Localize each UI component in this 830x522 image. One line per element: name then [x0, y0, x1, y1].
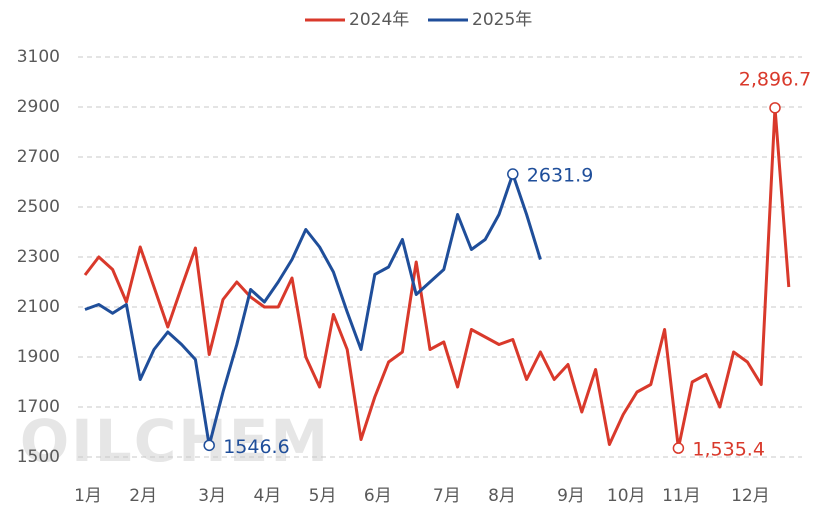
- data-label: 2631.9: [527, 165, 593, 187]
- y-tick-label: 2300: [17, 247, 60, 267]
- y-tick-label: 2500: [17, 197, 60, 217]
- x-tick-label: 7月: [433, 486, 461, 506]
- point-marker: [507, 168, 519, 180]
- point-marker: [672, 442, 685, 454]
- x-tick-label: 10月: [607, 486, 646, 506]
- data-label: 1,535.4: [692, 439, 765, 461]
- legend-label: 2025年: [472, 10, 532, 30]
- y-tick-label: 1900: [17, 347, 60, 367]
- y-tick-label: 2900: [17, 97, 60, 117]
- legend-label: 2024年: [349, 10, 409, 30]
- x-tick-label: 2月: [129, 486, 157, 506]
- x-tick-label: 11月: [662, 486, 701, 506]
- x-tick-label: 4月: [253, 486, 281, 506]
- y-tick-label: 2700: [17, 147, 60, 167]
- data-label: 1546.6: [223, 436, 289, 458]
- x-tick-label: 1月: [74, 486, 102, 506]
- y-tick-label: 3100: [17, 47, 60, 67]
- point-marker: [769, 102, 781, 114]
- y-tick-label: 1700: [17, 397, 60, 417]
- x-tick-label: 8月: [488, 486, 516, 506]
- y-tick-label: 2100: [17, 297, 60, 317]
- x-tick-label: 5月: [309, 486, 337, 506]
- y-tick-label: 1500: [17, 447, 60, 467]
- x-tick-label: 3月: [198, 486, 226, 506]
- watermark: OILCHEM: [20, 407, 330, 475]
- point-marker: [203, 439, 215, 452]
- x-tick-label: 9月: [557, 486, 585, 506]
- x-tick-label: 12月: [731, 486, 770, 506]
- series-line: [83, 106, 791, 450]
- data-label: 2,896.7: [739, 68, 812, 90]
- x-tick-label: 6月: [364, 486, 392, 506]
- series-line: [84, 172, 542, 447]
